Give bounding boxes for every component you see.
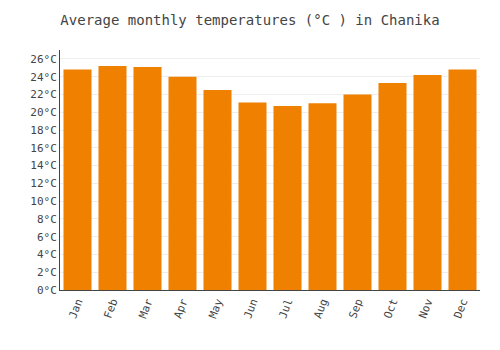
svg-text:6°C: 6°C xyxy=(37,231,57,244)
svg-text:Nov: Nov xyxy=(416,297,435,320)
svg-text:Dec: Dec xyxy=(451,297,470,320)
svg-text:16°C: 16°C xyxy=(30,142,57,155)
svg-text:Aug: Aug xyxy=(311,297,330,320)
svg-text:Oct: Oct xyxy=(381,297,400,320)
svg-text:Jul: Jul xyxy=(276,297,295,320)
svg-text:Mar: Mar xyxy=(136,297,155,320)
svg-text:2°C: 2°C xyxy=(37,266,57,279)
svg-text:0°C: 0°C xyxy=(37,284,57,297)
svg-text:12°C: 12°C xyxy=(30,177,57,190)
svg-text:Jun: Jun xyxy=(241,297,260,320)
svg-text:26°C: 26°C xyxy=(30,53,57,66)
svg-text:10°C: 10°C xyxy=(30,195,57,208)
svg-text:Feb: Feb xyxy=(101,297,120,320)
svg-text:4°C: 4°C xyxy=(37,248,57,261)
svg-text:14°C: 14°C xyxy=(30,159,57,172)
svg-text:Sep: Sep xyxy=(346,297,365,320)
svg-text:May: May xyxy=(206,297,225,320)
svg-text:Average monthly temperatures (: Average monthly temperatures (°C ) in Ch… xyxy=(60,12,439,28)
svg-text:20°C: 20°C xyxy=(30,106,57,119)
svg-text:Jan: Jan xyxy=(66,297,85,320)
svg-text:24°C: 24°C xyxy=(30,71,57,84)
svg-text:18°C: 18°C xyxy=(30,124,57,137)
svg-text:8°C: 8°C xyxy=(37,213,57,226)
svg-text:Apr: Apr xyxy=(171,297,190,320)
svg-text:22°C: 22°C xyxy=(30,88,57,101)
